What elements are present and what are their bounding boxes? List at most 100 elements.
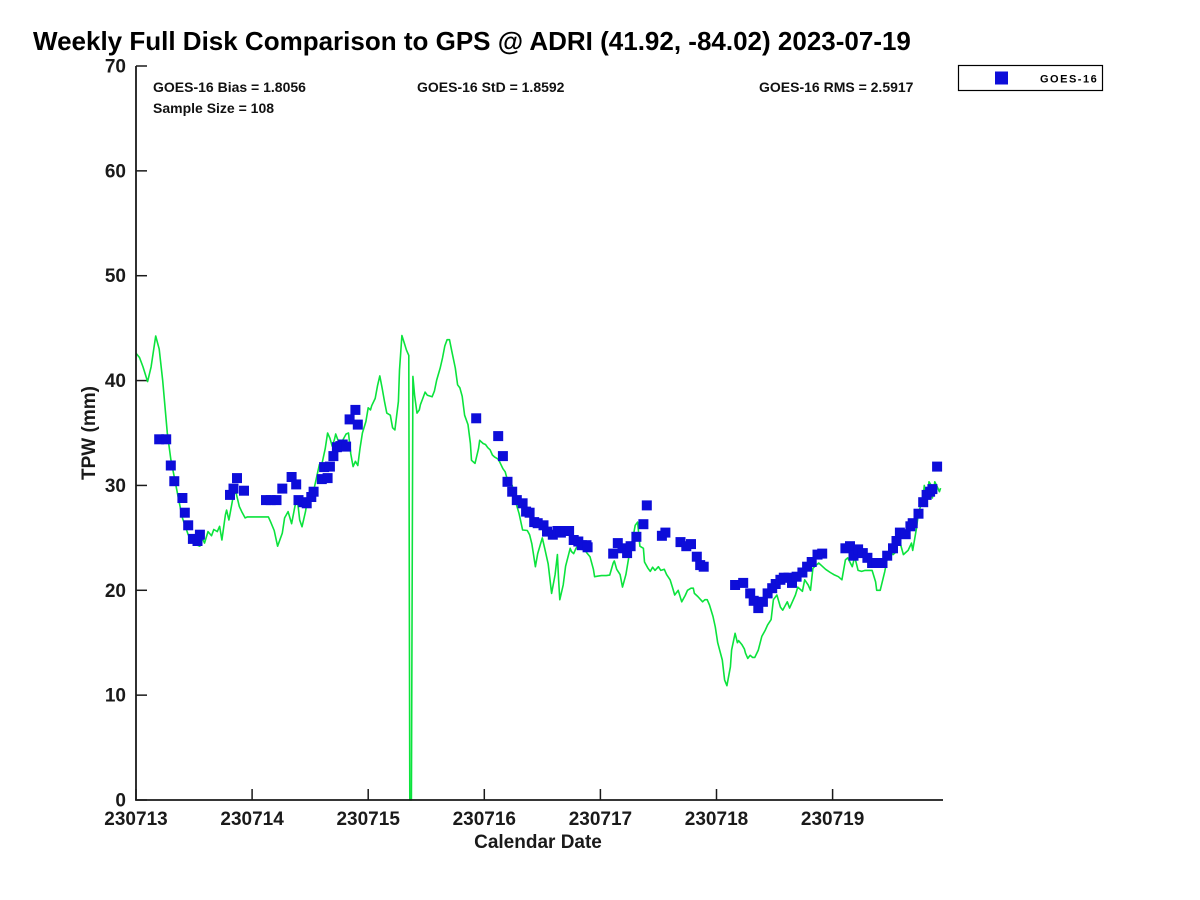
x-tick-label: 230719	[801, 809, 864, 830]
goes16-marker	[791, 571, 802, 582]
goes16-marker	[286, 472, 297, 482]
goes16-marker	[582, 542, 593, 553]
goes16-marker	[161, 434, 172, 445]
goes16-marker	[783, 572, 794, 583]
goes16-marker	[691, 551, 702, 562]
goes16-marker	[497, 451, 508, 462]
chart-title: Weekly Full Disk Comparison to GPS @ ADR…	[33, 26, 911, 56]
goes16-marker	[738, 577, 749, 588]
legend-entry-label: GOES-16	[1040, 74, 1098, 86]
goes16-marker	[232, 473, 242, 484]
goes16-marker	[894, 527, 905, 538]
x-tick-label: 230714	[220, 809, 284, 830]
goes16-marker	[154, 434, 165, 445]
x-tick-label: 230715	[336, 809, 400, 830]
goes16-marker	[932, 461, 943, 472]
goes16-marker	[787, 577, 797, 588]
goes16-marker	[352, 419, 363, 430]
goes16-marker	[301, 498, 312, 509]
y-tick-label: 0	[115, 791, 126, 812]
goes16-marker	[907, 518, 918, 529]
goes16-marker	[542, 526, 552, 537]
goes16-marker	[817, 548, 828, 559]
goes16-marker	[341, 441, 352, 452]
gps-line	[135, 334, 942, 801]
goes16-marker	[239, 485, 249, 496]
goes16-marker	[806, 557, 817, 567]
goes16-marker	[641, 500, 652, 511]
goes16-marker	[638, 519, 649, 530]
goes16-marker	[471, 413, 482, 424]
goes16-marker	[888, 543, 898, 554]
stat-sample-size: Sample Size = 108	[153, 100, 274, 116]
legend: GOES-16	[957, 64, 1104, 92]
goes16-marker	[625, 541, 636, 552]
goes16-marker	[344, 414, 355, 425]
goes16-marker	[891, 536, 902, 546]
goes16-marker	[183, 520, 194, 531]
goes16-marker	[753, 603, 764, 614]
goes16-marker	[493, 431, 504, 442]
goes16-marker	[927, 484, 938, 495]
x-tick-label: 230718	[685, 809, 748, 830]
x-axis-title: Calendar Date	[474, 832, 602, 853]
goes16-marker	[328, 451, 339, 462]
y-axis-title: TPW (mm)	[79, 386, 100, 480]
goes16-marker	[913, 508, 924, 519]
goes16-marker	[762, 588, 773, 599]
y-tick-label: 60	[105, 161, 126, 182]
goes16-marker	[324, 461, 335, 472]
goes16-marker	[564, 526, 575, 536]
y-tick-label: 70	[105, 57, 126, 78]
goes16-marker	[730, 580, 741, 590]
goes16-marker	[322, 473, 333, 484]
goes16-marker	[612, 538, 623, 549]
stat-std: GOES-16 StD = 1.8592	[417, 79, 565, 95]
goes16-marker	[517, 498, 528, 509]
legend-box	[957, 64, 1104, 92]
plot-data	[135, 334, 943, 801]
goes16-marker	[225, 489, 235, 500]
goes16-marker	[757, 596, 768, 607]
goes16-marker	[319, 462, 330, 473]
goes16-marker	[675, 537, 686, 548]
goes16-marker	[862, 552, 873, 563]
goes16-marker	[524, 507, 535, 518]
goes16-marker	[532, 518, 543, 529]
x-tick-label: 230716	[453, 809, 516, 830]
goes16-marker	[228, 483, 239, 494]
stat-bias: GOES-16 Bias = 1.8056	[153, 79, 306, 95]
goes16-marker	[538, 520, 549, 531]
goes16-marker	[308, 486, 319, 497]
y-tick-label: 50	[105, 266, 126, 287]
goes16-marker	[165, 460, 176, 471]
goes16-marker	[271, 495, 282, 506]
goes16-marker	[660, 527, 671, 538]
goes16-marker	[179, 507, 190, 518]
goes16-marker	[871, 558, 882, 568]
goes16-marker	[900, 529, 911, 540]
goes16-marker	[265, 495, 276, 506]
goes16-marker	[918, 497, 929, 508]
goes16-marker	[277, 483, 288, 494]
goes16-marker	[845, 541, 855, 552]
goes16-marker	[848, 550, 859, 561]
goes16-marker	[306, 492, 317, 502]
goes16-marker	[882, 550, 893, 561]
y-tick-label: 30	[105, 476, 126, 497]
y-tick-label: 10	[105, 686, 126, 707]
goes16-marker	[686, 539, 696, 550]
goes16-marker	[316, 474, 327, 485]
goes16-marker	[622, 548, 633, 559]
goes16-marker	[877, 558, 888, 568]
goes16-marker	[797, 567, 808, 578]
axes: 0 10 20 30 40 50 60 70 230713 230714 230715 230716 2…	[104, 57, 864, 831]
y-tick-label: 20	[105, 581, 126, 602]
stat-rms: GOES-16 RMS = 2.5917	[759, 79, 914, 95]
goes16-marker	[631, 531, 642, 542]
y-tick-label: 40	[105, 371, 126, 392]
goes16-marker	[350, 404, 361, 415]
goes16-marker	[502, 476, 513, 487]
